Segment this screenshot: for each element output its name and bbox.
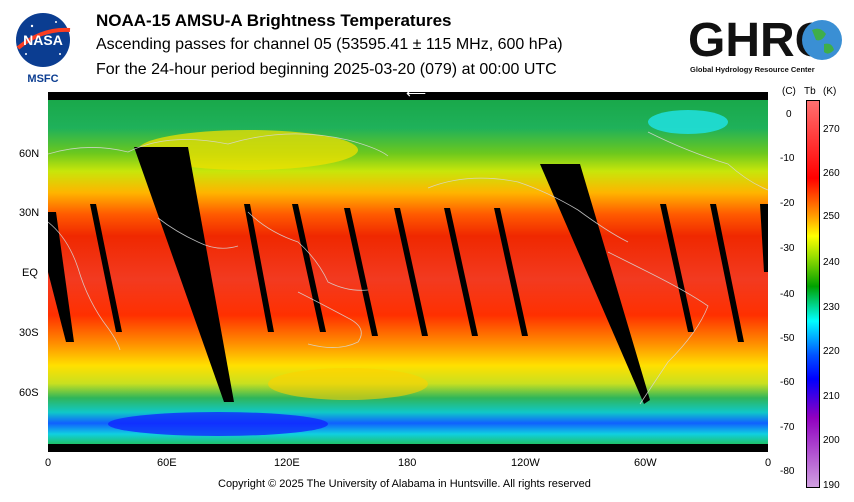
map-subtitle: Ascending passes for channel 05 (53595.4… (96, 36, 563, 53)
orbit-gap (134, 147, 234, 402)
lon-label-60e: 60E (157, 457, 177, 469)
colorbar-k-tick: 240 (823, 257, 840, 268)
lon-label-120w: 120W (511, 457, 540, 469)
lat-label-60n: 60N (19, 148, 40, 160)
map-period: For the 24-hour period beginning 2025-03… (96, 61, 557, 78)
lon-label-0-left: 0 (45, 457, 52, 469)
map-top-bar (48, 92, 768, 100)
colorbar-unit-k: (K) (823, 86, 837, 97)
colorbar-c-tick: -70 (780, 422, 795, 433)
colorbar-c-tick: 0 (786, 109, 792, 120)
colorbar-k-tick: 220 (823, 346, 840, 357)
lat-label-30n: 30N (19, 207, 40, 219)
orbit-gap (244, 204, 274, 332)
orbit-gap (90, 204, 122, 332)
pass-direction-icon: ⟵ (406, 85, 427, 101)
colorbar-c-tick: -80 (780, 466, 795, 477)
colorbar-unit-c: (C) (782, 86, 796, 97)
colorbar-k-tick: 190 (823, 480, 840, 491)
orbit-gap (48, 212, 74, 342)
nasa-logo-sub: MSFC (27, 73, 58, 85)
lat-label-eq: EQ (22, 267, 38, 279)
lon-label-60w: 60W (634, 457, 657, 469)
lat-label-60s: 60S (19, 387, 39, 399)
lat-label-30s: 30S (19, 327, 39, 339)
ghrc-logo-sub: Global Hydrology Resource Center (690, 65, 815, 74)
nasa-logo-text: NASA (23, 32, 63, 48)
orbit-gap (710, 204, 744, 342)
colorbar-c-tick: -50 (780, 333, 795, 344)
orbit-gap (394, 208, 428, 336)
ghrc-logo: GHRC Global Hydrology Resource Center (688, 10, 850, 78)
colorbar-k-tick: 200 (823, 435, 840, 446)
nasa-logo: NASA MSFC (12, 10, 74, 86)
orbit-gap (540, 164, 650, 404)
orbit-gap (444, 208, 478, 336)
orbit-gap (494, 208, 528, 336)
orbit-gap (344, 208, 378, 336)
colorbar-c-tick: -10 (780, 153, 795, 164)
map-bottom-bar (48, 444, 768, 452)
colorbar-k-tick: 230 (823, 302, 840, 313)
map-title: NOAA-15 AMSU-A Brightness Temperatures (96, 11, 452, 30)
coastlines (47, 131, 769, 405)
orbit-gap (292, 204, 326, 332)
colorbar-c-tick: -20 (780, 198, 795, 209)
colorbar-c-tick: -30 (780, 243, 795, 254)
colorbar-k-tick: 270 (823, 124, 840, 135)
orbit-gap (660, 204, 694, 332)
colorbar-k-tick: 210 (823, 391, 840, 402)
colorbar-c-tick: -40 (780, 289, 795, 300)
colorbar-unit-tb: Tb (804, 86, 816, 97)
lon-label-0-right: 0 (765, 457, 772, 469)
brightness-temperature-map (47, 92, 769, 452)
colorbar-k-tick: 250 (823, 211, 840, 222)
lon-label-120e: 120E (274, 457, 300, 469)
southern-warm-region (268, 368, 428, 400)
copyright-notice: Copyright © 2025 The University of Alaba… (218, 478, 591, 490)
colorbar-c-tick: -60 (780, 377, 795, 388)
arctic-cold-region (648, 110, 728, 134)
antarctic-cold-region (108, 412, 328, 436)
colorbar (806, 100, 820, 488)
colorbar-k-tick: 260 (823, 168, 840, 179)
lon-label-180: 180 (398, 457, 417, 469)
orbit-gap (760, 204, 768, 272)
